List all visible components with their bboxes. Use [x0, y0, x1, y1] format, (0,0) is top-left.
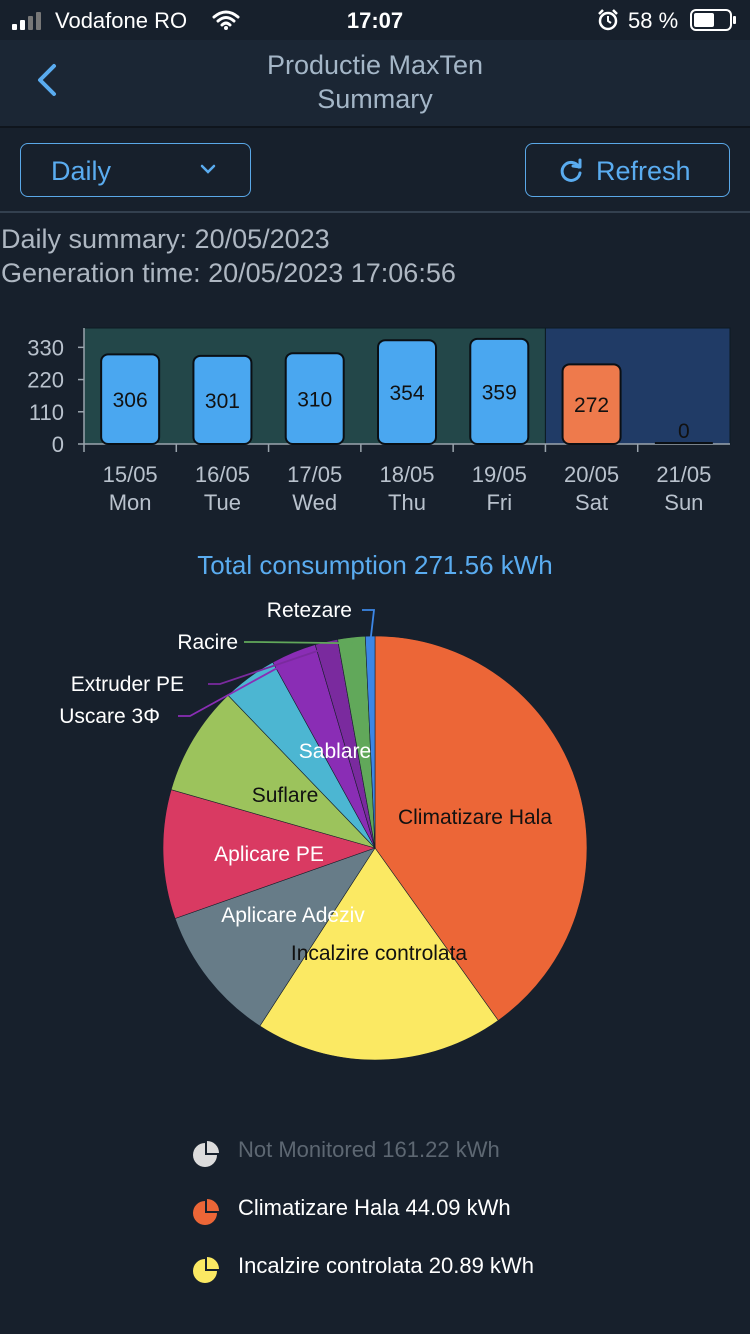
- pie-slice-label: Aplicare Adeziv: [221, 904, 365, 927]
- pie-slice-label: Suflare: [252, 784, 319, 807]
- x-tick-label-date: 20/05: [564, 462, 619, 487]
- pie-leader-line: [178, 657, 297, 717]
- x-tick-label-day: Fri: [486, 490, 512, 515]
- battery-percent: 58 %: [628, 8, 679, 33]
- y-tick-label: 0: [52, 432, 64, 457]
- bar-value-label: 301: [205, 390, 240, 413]
- bar[interactable]: [469, 337, 530, 445]
- pie-slice[interactable]: [162, 789, 376, 919]
- legend-label: Not Monitored 161.22 kWh: [238, 1137, 500, 1162]
- x-tick-label-day: Mon: [109, 490, 152, 515]
- y-tick-label: 330: [27, 335, 64, 360]
- bar-value-label: 359: [482, 381, 517, 404]
- pie-slice-label: Sablare: [299, 740, 371, 763]
- page-title-line1: Productie MaxTen: [266, 50, 484, 80]
- legend-label: Climatizare Hala 44.09 kWh: [238, 1195, 511, 1220]
- generation-time-value: 20/05/2023 17:06:56: [208, 258, 456, 288]
- pie-slice-label: Retezare: [267, 600, 352, 622]
- generation-time-label: Generation time:: [1, 258, 201, 288]
- x-tick-label-date: 21/05: [656, 462, 711, 487]
- bar[interactable]: [377, 339, 437, 445]
- pie-chart-icon: [193, 1141, 219, 1167]
- daily-summary-label: Daily summary:: [1, 224, 188, 254]
- total-consumption: Total consumption 271.56 kWh: [197, 550, 553, 580]
- refresh-button-label: Refresh: [596, 156, 691, 186]
- legend-label: Incalzire controlata 20.89 kWh: [238, 1253, 534, 1278]
- clock: 17:07: [346, 8, 404, 33]
- x-tick-label-date: 16/05: [195, 462, 250, 487]
- bar-value-label: 310: [297, 389, 332, 412]
- x-tick-label-date: 17/05: [287, 462, 342, 487]
- pie-slice[interactable]: [374, 635, 588, 1021]
- x-tick-label-date: 15/05: [103, 462, 158, 487]
- x-tick-label-day: Tue: [204, 490, 241, 515]
- status-bar: Vodafone RO 17:07 58 %: [0, 0, 750, 40]
- daily-summary-line: Daily summary: 20/05/2023: [1, 222, 456, 256]
- refresh-button[interactable]: Refresh: [525, 143, 730, 197]
- page-title-line2: Summary: [317, 84, 433, 114]
- battery-icon: [690, 9, 736, 31]
- pie-leader-line: [244, 641, 353, 645]
- pie-slice-label: Extruder PE: [71, 673, 184, 696]
- alarm-icon: [598, 9, 618, 31]
- pie-slice[interactable]: [170, 694, 376, 849]
- nav-bar: Productie MaxTen Summary: [0, 40, 750, 128]
- pie-leader-line: [208, 646, 329, 685]
- pie-slice[interactable]: [259, 847, 499, 1061]
- back-chevron-icon[interactable]: [30, 60, 66, 100]
- pie-slice-label: Incalzire controlata: [291, 942, 468, 965]
- x-tick-label-date: 19/05: [472, 462, 527, 487]
- x-tick-label-date: 18/05: [379, 462, 434, 487]
- period-dropdown[interactable]: Daily: [20, 143, 251, 197]
- pie-chart-icon: [193, 1199, 219, 1225]
- refresh-icon: [560, 158, 582, 182]
- x-tick-label-day: Sun: [664, 490, 703, 515]
- y-tick-label: 220: [27, 368, 64, 393]
- pie-leader-line: [362, 609, 376, 643]
- pie-chart-icon: [193, 1257, 219, 1283]
- chevron-down-icon: [200, 164, 216, 174]
- bar-value-label: 0: [678, 420, 690, 443]
- bar[interactable]: [192, 354, 253, 445]
- wifi-icon: [212, 10, 240, 30]
- signal-icon: [12, 12, 41, 30]
- pie-slice-label: Racire: [177, 631, 238, 654]
- pie-slice-label: Aplicare PE: [214, 843, 324, 866]
- x-tick-label-day: Thu: [388, 490, 426, 515]
- divider: [0, 211, 750, 213]
- bar-value-label: 272: [574, 394, 609, 417]
- carrier-name: Vodafone RO: [55, 8, 188, 33]
- daily-summary-date: 20/05/2023: [194, 224, 330, 254]
- weekly-bar-chart[interactable]: 330 220 110 0 306 15/05 Mon 301 16/05 Tue 310 17/05…: [0, 320, 750, 530]
- x-tick-label-day: Wed: [292, 490, 337, 515]
- bar[interactable]: [284, 352, 345, 445]
- consumption-pie-chart[interactable]: Climatizare Hala Incalzire controlata Apli…: [0, 600, 750, 1080]
- bar[interactable]: [561, 363, 622, 445]
- x-tick-label-day: Sat: [575, 490, 608, 515]
- generation-time-line: Generation time: 20/05/2023 17:06:56: [1, 256, 456, 290]
- summary-info: Daily summary: 20/05/2023 Generation tim…: [1, 222, 456, 290]
- pie-slice-label: Uscare 3Φ: [59, 705, 160, 728]
- period-dropdown-label: Daily: [51, 156, 112, 186]
- bar-value-label: 354: [389, 382, 424, 405]
- page-title: Productie MaxTen Summary: [0, 48, 750, 116]
- bar[interactable]: [100, 353, 161, 445]
- pie-slice-label: Climatizare Hala: [398, 806, 552, 829]
- pie-slice[interactable]: [174, 847, 376, 1027]
- bar-value-label: 306: [113, 389, 148, 412]
- y-tick-label: 110: [29, 400, 64, 425]
